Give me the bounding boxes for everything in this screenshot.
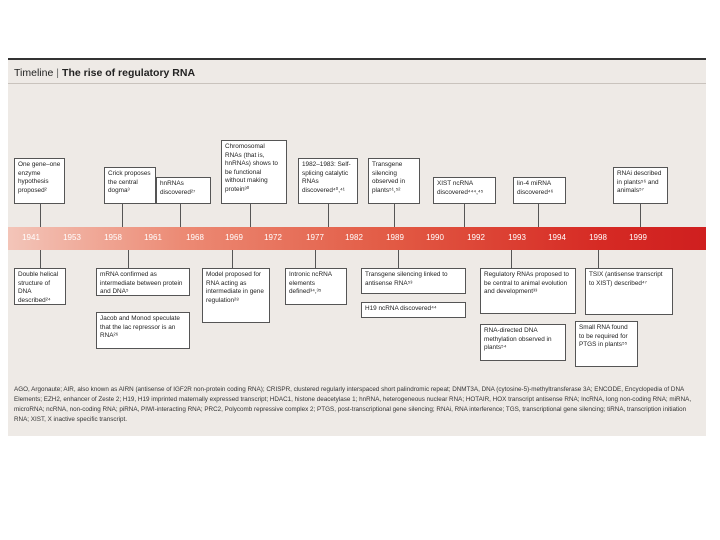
event-connector <box>398 250 399 268</box>
event-above: hnRNAs discovered²⁷ <box>156 177 211 204</box>
event-connector <box>464 204 465 227</box>
event-connector <box>511 250 512 268</box>
event-above: One gene–one enzyme hypothesis proposed² <box>14 158 65 204</box>
event-below: Transgene silencing linked to antisense … <box>361 268 466 294</box>
figure-title: Timeline | The rise of regulatory RNA <box>14 67 195 79</box>
title-rule <box>8 83 706 84</box>
event-connector <box>122 204 123 227</box>
year-label: 1992 <box>467 233 485 242</box>
event-below: H19 ncRNA discovered⁴⁴ <box>361 302 466 318</box>
event-below: TSIX (antisense transcript to XIST) desc… <box>585 268 673 315</box>
event-above: lin-4 miRNA discovered⁴⁶ <box>513 177 566 204</box>
year-label: 1977 <box>306 233 324 242</box>
year-label: 1953 <box>63 233 81 242</box>
header-rule <box>8 58 706 60</box>
event-above: 1982–1983: Self-splicing catalytic RNAs … <box>298 158 358 204</box>
year-label: 1994 <box>548 233 566 242</box>
title-lead: Timeline <box>14 67 54 79</box>
event-above: RNAi described in plants⁵⁶ and animals⁵⁷ <box>613 167 668 204</box>
event-connector <box>250 204 251 227</box>
year-label: 1941 <box>22 233 40 242</box>
year-label: 1998 <box>589 233 607 242</box>
event-above: Transgene silencing observed in plants⁵¹… <box>368 158 420 204</box>
year-label: 1958 <box>104 233 122 242</box>
title-separator: | <box>56 67 60 79</box>
event-below: Intronic ncRNA elements defined³⁴,³⁵ <box>285 268 347 305</box>
event-below: Small RNA found to be required for PTGS … <box>575 321 638 367</box>
event-connector <box>328 204 329 227</box>
event-below: Double helical structure of DNA describe… <box>14 268 66 305</box>
year-label: 1990 <box>426 233 444 242</box>
event-connector <box>232 250 233 268</box>
year-label: 1993 <box>508 233 526 242</box>
event-connector <box>180 204 181 227</box>
abbreviations-footnote: AGO, Argonaute; AIR, also known as AIRN … <box>14 386 692 423</box>
event-below: Model proposed for RNA acting as interme… <box>202 268 270 323</box>
event-above: Chromosomal RNAs (that is, hnRNAs) shows… <box>221 140 287 204</box>
year-label: 1989 <box>386 233 404 242</box>
event-connector <box>40 204 41 227</box>
year-label: 1969 <box>225 233 243 242</box>
event-below: RNA-directed DNA methylation observed in… <box>480 324 566 361</box>
event-below: mRNA confirmed as intermediate between p… <box>96 268 190 296</box>
event-connector <box>538 204 539 227</box>
event-connector <box>40 250 41 268</box>
event-connector <box>640 204 641 227</box>
event-below: Jacob and Monod speculate that the lac r… <box>96 312 190 349</box>
timeline-bar <box>8 227 706 250</box>
year-label: 1982 <box>345 233 363 242</box>
year-label: 1968 <box>186 233 204 242</box>
event-connector <box>394 204 395 227</box>
year-label: 1999 <box>629 233 647 242</box>
year-label: 1961 <box>144 233 162 242</box>
event-below: Regulatory RNAs proposed to be central t… <box>480 268 576 314</box>
event-connector <box>128 250 129 268</box>
title-main: The rise of regulatory RNA <box>62 67 196 79</box>
event-above: Crick proposes the central dogma³ <box>104 167 156 204</box>
event-connector <box>315 250 316 268</box>
event-connector <box>598 250 599 268</box>
event-above: XIST ncRNA discovered⁴⁴⁴,⁴⁵ <box>433 177 496 204</box>
year-label: 1972 <box>264 233 282 242</box>
